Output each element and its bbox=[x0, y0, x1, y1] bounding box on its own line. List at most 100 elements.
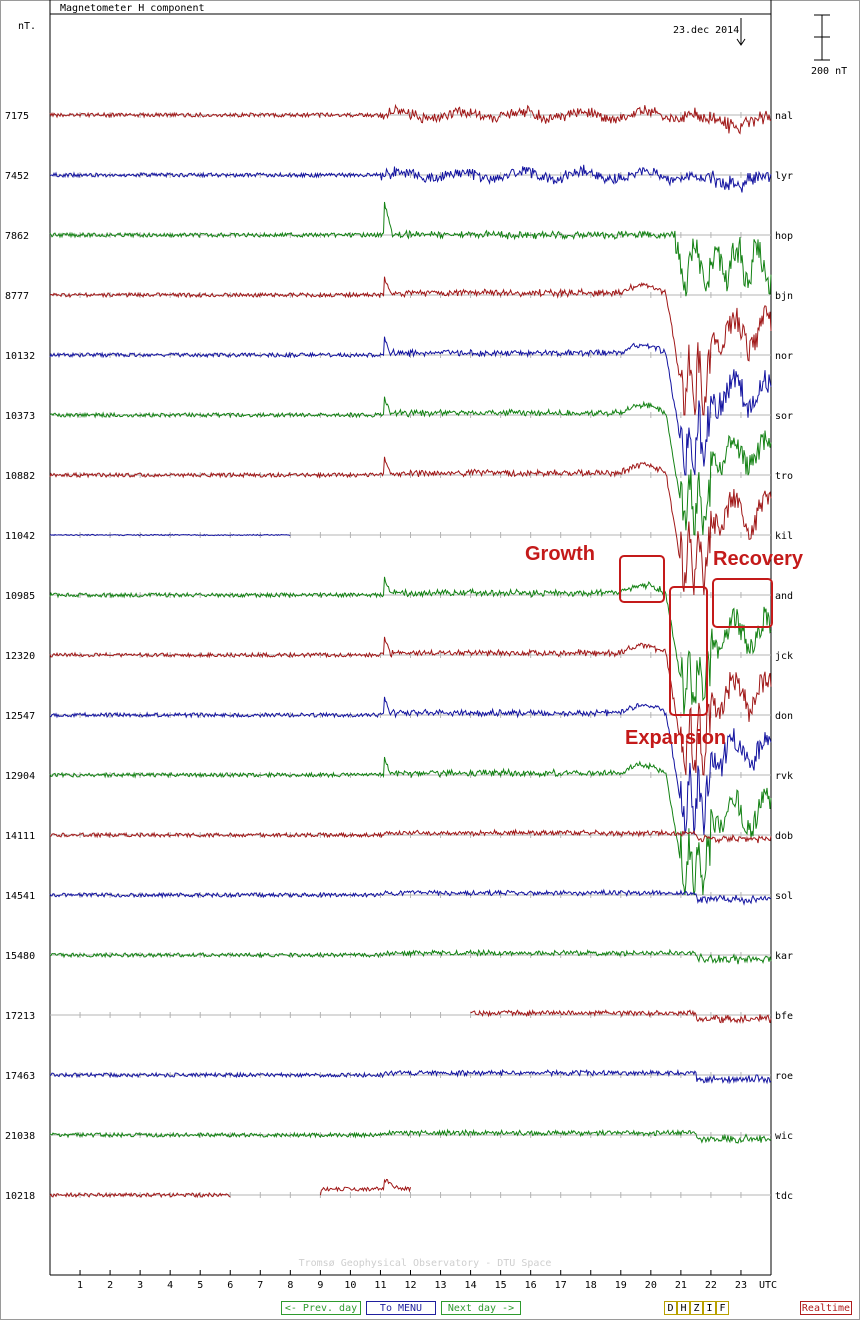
x-axis-ticks: 1 2 3 4 5 6 7 8 9 10 11 12 13 14 15 16 17 18 19 20 21 22 23 UTC bbox=[77, 1270, 777, 1291]
baseline-value: 7862 bbox=[5, 231, 29, 242]
growth-label: Growth bbox=[525, 543, 595, 565]
x-tick-label: 7 bbox=[257, 1280, 263, 1291]
baseline-value: 15480 bbox=[5, 951, 35, 962]
x-tick-label: 15 bbox=[495, 1280, 507, 1291]
x-tick-label: 20 bbox=[645, 1280, 657, 1291]
realtime-button[interactable]: Realtime bbox=[800, 1301, 852, 1315]
x-tick-label: 23 bbox=[735, 1280, 747, 1291]
component-d-button[interactable]: D bbox=[664, 1301, 677, 1315]
trace-nor bbox=[49, 336, 772, 476]
trace-tro bbox=[49, 456, 772, 596]
station-label-lyr: lyr bbox=[775, 171, 793, 182]
x-tick-label: 10 bbox=[344, 1280, 356, 1291]
date-arrow-head bbox=[736, 38, 746, 46]
component-z-button[interactable]: Z bbox=[690, 1301, 703, 1315]
growth-box bbox=[619, 555, 665, 603]
baseline-value: 21038 bbox=[5, 1131, 35, 1142]
component-h-button[interactable]: H bbox=[677, 1301, 690, 1315]
station-label-bfe: bfe bbox=[775, 1011, 793, 1022]
baseline-value: 10373 bbox=[5, 411, 35, 422]
baseline-value: 10132 bbox=[5, 351, 35, 362]
next-day-button[interactable]: Next day -> bbox=[441, 1301, 521, 1315]
trace-nal bbox=[49, 103, 772, 135]
baseline-value: 7452 bbox=[5, 171, 29, 182]
x-tick-label: 12 bbox=[404, 1280, 416, 1291]
x-tick-label: 6 bbox=[227, 1280, 233, 1291]
trace-tdc bbox=[319, 1178, 411, 1196]
baseline-value: 17463 bbox=[5, 1071, 35, 1082]
trace-and bbox=[49, 576, 772, 716]
x-tick-label: 3 bbox=[137, 1280, 143, 1291]
baseline-value: 12904 bbox=[5, 771, 35, 782]
station-label-roe: roe bbox=[775, 1071, 793, 1082]
station-label-hop: hop bbox=[775, 231, 793, 242]
station-label-kil: kil bbox=[775, 531, 793, 542]
component-f-button[interactable]: F bbox=[716, 1301, 729, 1315]
station-label-wic: wic bbox=[775, 1131, 793, 1142]
trace-sol bbox=[49, 888, 772, 906]
baseline-value: 8777 bbox=[5, 291, 29, 302]
trace-hop bbox=[49, 201, 772, 297]
trace-bfe bbox=[470, 1009, 772, 1024]
baseline-labels: 7175 7452 7862 8777 10132 10373 10882 11042 1098… bbox=[5, 111, 35, 1202]
x-tick-label: 8 bbox=[287, 1280, 293, 1291]
x-tick-label: 19 bbox=[615, 1280, 627, 1291]
x-tick-label: 16 bbox=[525, 1280, 537, 1291]
station-label-jck: jck bbox=[775, 651, 793, 662]
scale-label: 200 nT bbox=[811, 66, 847, 77]
unit-label: nT. bbox=[18, 21, 36, 32]
baseline-value: 17213 bbox=[5, 1011, 35, 1022]
prev-day-button[interactable]: <- Prev. day bbox=[281, 1301, 361, 1315]
trace-wic bbox=[49, 1128, 772, 1144]
trace-kar bbox=[49, 948, 772, 965]
baseline-value: 12547 bbox=[5, 711, 35, 722]
trace-jck bbox=[49, 636, 772, 776]
x-axis-label: UTC bbox=[759, 1280, 777, 1291]
x-tick-label: 1 bbox=[77, 1280, 83, 1291]
x-tick-label: 13 bbox=[435, 1280, 447, 1291]
footer-credit: Tromsø Geophysical Observatory - DTU Spa… bbox=[299, 1258, 552, 1269]
station-label-dob: dob bbox=[775, 831, 793, 842]
station-traces bbox=[49, 103, 772, 1199]
station-label-and: and bbox=[775, 591, 793, 602]
x-tick-label: 11 bbox=[374, 1280, 386, 1291]
baseline-value: 10985 bbox=[5, 591, 35, 602]
baseline-value: 10882 bbox=[5, 471, 35, 482]
station-label-bjn: bjn bbox=[775, 291, 793, 302]
expansion-box bbox=[669, 586, 708, 716]
station-label-sor: sor bbox=[775, 411, 793, 422]
trace-bjn bbox=[49, 276, 772, 416]
phase-annotations: Growth Expansion Recovery bbox=[525, 543, 804, 749]
trace-tdc bbox=[49, 1191, 231, 1199]
station-label-kar: kar bbox=[775, 951, 793, 962]
trace-rvk bbox=[49, 756, 772, 896]
station-label-sol: sol bbox=[775, 891, 793, 902]
station-label-rvk: rvk bbox=[775, 771, 793, 782]
expansion-label: Expansion bbox=[625, 727, 726, 749]
station-label-nor: nor bbox=[775, 351, 793, 362]
component-i-button[interactable]: I bbox=[703, 1301, 716, 1315]
trace-dob bbox=[50, 828, 772, 845]
x-tick-label: 4 bbox=[167, 1280, 173, 1291]
trace-lyr bbox=[50, 164, 772, 193]
chart-title: Magnetometer H component bbox=[60, 3, 205, 14]
station-labels: nal lyr hop bjn nor sor tro kil and jck don rvk dob s… bbox=[775, 111, 793, 1202]
trace-kil bbox=[49, 533, 291, 537]
x-tick-label: 2 bbox=[107, 1280, 113, 1291]
baseline-value: 12320 bbox=[5, 651, 35, 662]
grid-lines bbox=[50, 112, 771, 1198]
trace-sor bbox=[49, 396, 772, 536]
recovery-label: Recovery bbox=[713, 548, 804, 570]
trace-don bbox=[49, 696, 772, 835]
x-tick-label: 9 bbox=[317, 1280, 323, 1291]
x-tick-label: 18 bbox=[585, 1280, 597, 1291]
x-tick-label: 22 bbox=[705, 1280, 717, 1291]
station-label-tro: tro bbox=[775, 471, 793, 482]
date-label: 23.dec 2014 bbox=[673, 25, 739, 36]
scale-bar bbox=[814, 14, 830, 61]
baseline-value: 11042 bbox=[5, 531, 35, 542]
menu-button[interactable]: To MENU bbox=[366, 1301, 436, 1315]
x-tick-label: 17 bbox=[555, 1280, 567, 1291]
recovery-box bbox=[712, 578, 773, 628]
